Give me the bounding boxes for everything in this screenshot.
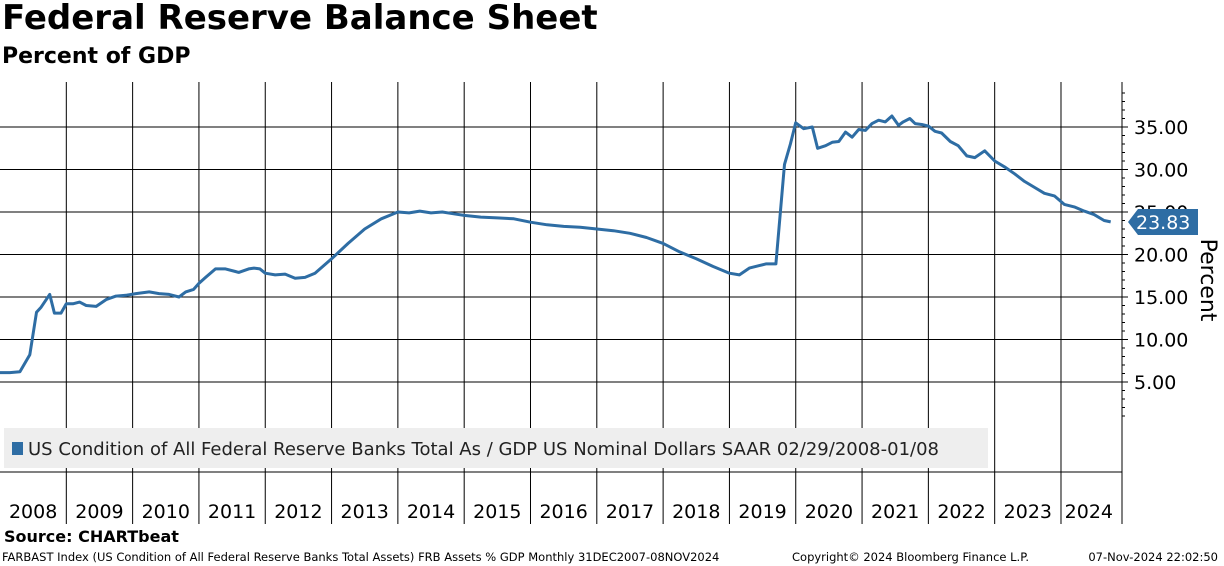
y-tick-label: 15.00 bbox=[1134, 287, 1188, 309]
x-tick-label: 2014 bbox=[407, 501, 455, 523]
x-tick-label: 2009 bbox=[75, 501, 123, 523]
x-tick-label: 2019 bbox=[738, 501, 786, 523]
x-tick-label: 2021 bbox=[871, 501, 919, 523]
series-line bbox=[0, 114, 1112, 375]
footer-copyright: Copyright© 2024 Bloomberg Finance L.P. bbox=[792, 550, 1029, 564]
last-value-badge: 23.83 bbox=[1128, 208, 1198, 235]
y-tick-label: 20.00 bbox=[1134, 245, 1188, 267]
y-axis-label: Percent bbox=[1195, 239, 1220, 322]
x-tick-label: 2013 bbox=[341, 501, 389, 523]
x-tick-label: 2011 bbox=[208, 501, 256, 523]
legend: US Condition of All Federal Reserve Bank… bbox=[4, 428, 988, 468]
source-note: Source: CHARTbeat bbox=[4, 527, 179, 546]
last-value-background bbox=[1128, 208, 1198, 235]
x-tick-label: 2017 bbox=[606, 501, 654, 523]
x-tick-label: 2016 bbox=[539, 501, 587, 523]
x-tick-label: 2008 bbox=[9, 501, 57, 523]
axes bbox=[0, 82, 1123, 524]
x-tick-label: 2023 bbox=[1004, 501, 1052, 523]
y-tick-label: 30.00 bbox=[1134, 160, 1188, 182]
chart-title: Federal Reserve Balance Sheet bbox=[2, 0, 598, 38]
x-tick-label: 2018 bbox=[672, 501, 720, 523]
x-tick-label: 2022 bbox=[937, 501, 985, 523]
x-tick-label: 2015 bbox=[473, 501, 521, 523]
y-tick-label: 10.00 bbox=[1134, 330, 1188, 352]
x-tick-label: 2010 bbox=[142, 501, 190, 523]
chart-subtitle: Percent of GDP bbox=[2, 44, 191, 69]
x-tick-label: 2024 bbox=[1065, 501, 1113, 523]
last-value-label: 23.83 bbox=[1136, 212, 1190, 234]
footer-timestamp: 07-Nov-2024 22:02:50 bbox=[1088, 550, 1218, 564]
x-tick-label: 2012 bbox=[274, 501, 322, 523]
legend-entry: US Condition of All Federal Reserve Bank… bbox=[28, 439, 939, 460]
footer-description: FARBAST Index (US Condition of All Feder… bbox=[2, 550, 720, 564]
x-axis: 2008 2009 2010 2011 2012 2013 2014 2015 2016 2017… bbox=[9, 501, 1113, 523]
legend-background bbox=[4, 428, 988, 468]
y-tick-label: 35.00 bbox=[1134, 117, 1188, 139]
y-tick-label: 5.00 bbox=[1134, 372, 1176, 394]
legend-swatch bbox=[12, 442, 23, 455]
x-tick-label: 2020 bbox=[805, 501, 853, 523]
